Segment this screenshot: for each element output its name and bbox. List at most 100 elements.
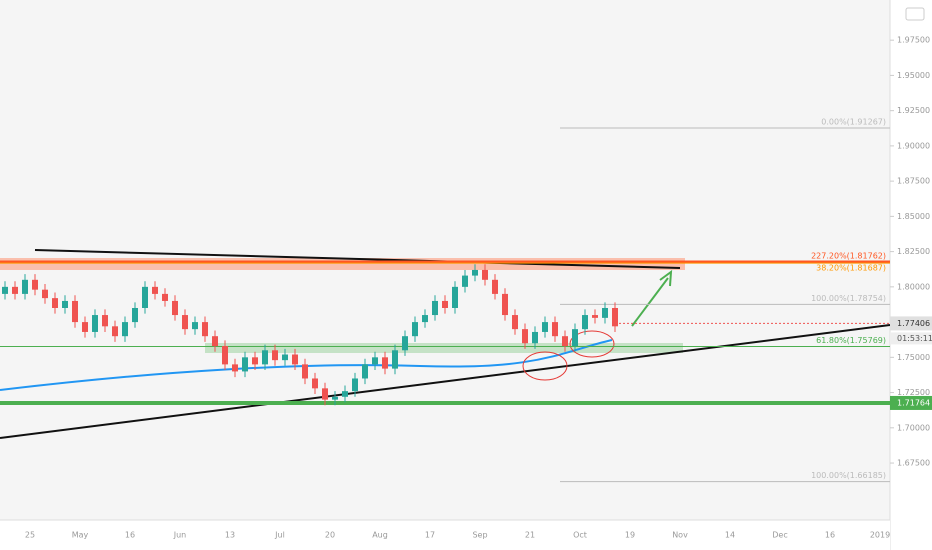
candle-body <box>522 329 528 344</box>
candle-body <box>312 378 318 389</box>
candle-body <box>352 378 358 392</box>
y-tick-label: 1.90000 <box>897 141 930 150</box>
x-tick-label: Sep <box>472 531 487 540</box>
x-tick-label: 19 <box>625 531 635 540</box>
y-tick-label: 1.75000 <box>897 353 930 362</box>
x-tick-label: 13 <box>225 531 235 540</box>
y-tick-label: 1.82500 <box>897 247 930 256</box>
candle-body <box>532 331 538 344</box>
candle-body <box>592 315 598 318</box>
candle-body <box>152 286 158 294</box>
candle-body <box>482 269 488 280</box>
candle-body <box>52 298 58 308</box>
y-tick-label: 1.92500 <box>897 106 930 115</box>
candle-body <box>92 315 98 332</box>
candle-body <box>262 350 268 365</box>
candle-body <box>602 307 608 318</box>
x-tick-label: Aug <box>372 531 388 540</box>
candle-body <box>22 279 28 294</box>
candle-body <box>62 300 68 308</box>
fib-label: 38.20%(1.81687) <box>816 264 886 273</box>
candle-body <box>272 350 278 361</box>
x-tick-label: 21 <box>525 531 535 540</box>
candle-body <box>2 286 8 294</box>
candle-body <box>562 336 568 347</box>
fib-label: 61.80%(1.75769) <box>816 336 886 345</box>
time-axis <box>0 520 890 550</box>
price-tag <box>890 395 932 410</box>
countdown: 01:53:11 <box>897 334 932 343</box>
x-tick-label: 17 <box>425 531 435 540</box>
x-tick-label: 20 <box>325 531 335 540</box>
support-zone <box>205 343 683 353</box>
candle-body <box>172 300 178 316</box>
candle-body <box>132 307 138 323</box>
candle-body <box>412 322 418 337</box>
candle-body <box>422 315 428 323</box>
candle-body <box>72 300 78 323</box>
x-tick-label: 16 <box>825 531 835 540</box>
y-tick-label: 1.87500 <box>897 177 930 186</box>
candle-body <box>362 364 368 379</box>
arrow <box>631 277 669 327</box>
candle-body <box>492 279 498 294</box>
candle-body <box>162 293 168 301</box>
candle-body <box>292 354 298 365</box>
candle-body <box>512 315 518 330</box>
fib-label: 0.00%(1.91267) <box>821 118 886 127</box>
candle-body <box>552 322 558 337</box>
candle-body <box>212 336 218 347</box>
candle-body <box>182 315 188 330</box>
candle-body <box>502 293 508 316</box>
candle-body <box>12 286 18 294</box>
trend-line <box>0 324 891 439</box>
x-tick-label: Jul <box>274 531 285 540</box>
x-tick-label: Dec <box>772 531 787 540</box>
candle-body <box>232 364 238 372</box>
x-tick-label: 16 <box>125 531 135 540</box>
highlight-circle <box>569 330 615 358</box>
candle-body <box>42 289 48 299</box>
menu-icon[interactable] <box>905 7 925 21</box>
y-tick-label: 1.72500 <box>897 388 930 397</box>
candle-body <box>302 364 308 379</box>
x-tick-label: Nov <box>672 531 688 540</box>
candle-body <box>612 307 618 327</box>
candle-body <box>122 322 128 337</box>
fib-label: 100.00%(1.78754) <box>811 294 886 303</box>
y-tick-label: 1.85000 <box>897 212 930 221</box>
x-tick-label: 25 <box>25 531 35 540</box>
candle-body <box>462 275 468 287</box>
candle-body <box>202 322 208 337</box>
candle-body <box>192 322 198 330</box>
price-tag-label: 1.71764 <box>897 398 930 407</box>
price-axis <box>890 0 932 550</box>
candle-body <box>222 346 228 365</box>
candle-body <box>102 315 108 327</box>
price-tag-label: 1.77406 <box>897 319 930 328</box>
x-tick-label: Oct <box>573 531 587 540</box>
candle-body <box>572 329 578 347</box>
candle-body <box>112 326 118 337</box>
resistance-zone <box>0 258 685 270</box>
x-tick-label: May <box>72 531 89 540</box>
candle-body <box>392 350 398 369</box>
y-tick-label: 1.67500 <box>897 459 930 468</box>
candle-body <box>442 300 448 308</box>
candle-body <box>242 357 248 372</box>
arrow-head <box>659 269 673 287</box>
x-tick-label: 2019 <box>870 531 890 540</box>
highlight-circle <box>522 351 568 381</box>
price-tag <box>890 316 932 331</box>
candle-body <box>332 396 338 400</box>
fib-label: 227.20%(1.81762) <box>811 252 886 261</box>
candle-body <box>452 286 458 308</box>
candle-body <box>82 322 88 332</box>
candle-body <box>432 300 438 316</box>
y-tick-label: 1.80000 <box>897 282 930 291</box>
y-tick-label: 1.95000 <box>897 71 930 80</box>
candle-body <box>372 357 378 365</box>
candle-body <box>252 357 258 365</box>
candle-body <box>322 388 328 400</box>
